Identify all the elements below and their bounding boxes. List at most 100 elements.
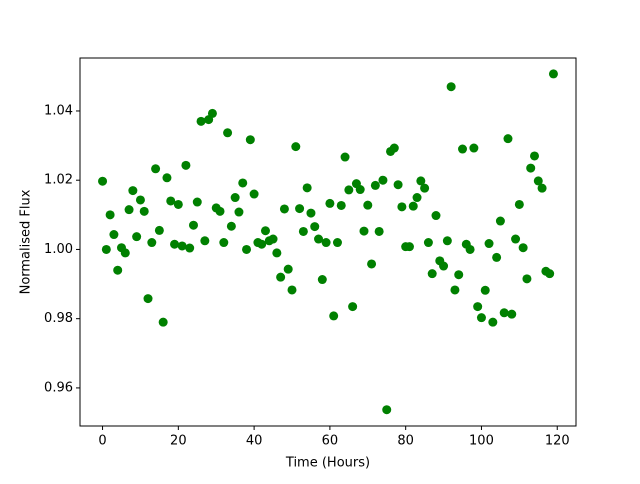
- point: [238, 178, 248, 188]
- point: [499, 308, 509, 318]
- point: [310, 222, 320, 232]
- point: [154, 225, 164, 235]
- point: [321, 238, 331, 248]
- point: [533, 176, 543, 186]
- point: [257, 239, 267, 249]
- point: [177, 241, 187, 251]
- point: [287, 285, 297, 295]
- point: [158, 317, 168, 327]
- point: [420, 183, 430, 193]
- point: [219, 238, 229, 248]
- point: [454, 270, 464, 280]
- point: [113, 265, 123, 275]
- point: [223, 128, 233, 138]
- point: [545, 269, 555, 279]
- point: [151, 164, 161, 174]
- point: [412, 193, 422, 203]
- y-tick-label: 0.96: [44, 380, 73, 395]
- point: [188, 220, 198, 230]
- x-tick-label: 120: [545, 434, 570, 449]
- point: [200, 236, 210, 246]
- point: [332, 238, 342, 248]
- point: [336, 200, 346, 210]
- point: [522, 274, 532, 284]
- point: [408, 201, 418, 211]
- point: [98, 176, 108, 186]
- point: [196, 116, 206, 126]
- point: [469, 143, 479, 153]
- point: [291, 142, 301, 152]
- point: [476, 313, 486, 323]
- point: [378, 175, 388, 185]
- point: [272, 248, 282, 258]
- point: [484, 239, 494, 249]
- point: [450, 285, 460, 295]
- point: [370, 180, 380, 190]
- point: [442, 236, 452, 246]
- x-tick-label: 40: [246, 434, 263, 449]
- y-tick-label: 1.02: [44, 173, 73, 188]
- point: [234, 207, 244, 217]
- point: [306, 208, 316, 218]
- point: [348, 302, 358, 312]
- point: [518, 243, 528, 253]
- point: [162, 173, 172, 183]
- point: [298, 226, 308, 236]
- point: [279, 204, 289, 214]
- y-axis-label: Normalised Flux: [19, 189, 34, 294]
- point: [458, 144, 468, 154]
- point: [374, 226, 384, 236]
- point: [492, 252, 502, 262]
- point: [101, 244, 111, 254]
- point: [242, 244, 252, 254]
- point: [488, 317, 498, 327]
- point: [344, 185, 354, 195]
- point: [526, 163, 536, 173]
- point: [439, 261, 449, 271]
- point: [317, 275, 327, 285]
- plot-frame: [79, 57, 577, 427]
- point: [397, 202, 407, 212]
- point: [230, 193, 240, 203]
- point: [367, 259, 377, 269]
- point: [173, 199, 183, 209]
- x-axis-label: Time (Hours): [285, 456, 370, 471]
- point: [359, 226, 369, 236]
- point: [170, 239, 180, 249]
- point: [260, 226, 270, 236]
- point: [537, 183, 547, 193]
- point: [427, 269, 437, 279]
- x-tick-label: 100: [469, 434, 494, 449]
- point: [404, 242, 414, 252]
- point: [325, 198, 335, 208]
- point: [302, 183, 312, 193]
- point: [215, 206, 225, 216]
- point: [363, 200, 373, 210]
- point: [128, 186, 138, 196]
- point: [124, 205, 134, 215]
- point: [416, 176, 426, 186]
- point: [143, 294, 153, 304]
- point: [147, 238, 157, 248]
- point: [120, 248, 130, 258]
- point: [207, 108, 217, 118]
- point: [340, 152, 350, 162]
- point: [393, 180, 403, 190]
- point: [548, 69, 558, 79]
- y-tick-label: 1.00: [44, 242, 73, 257]
- point: [465, 244, 475, 254]
- point: [495, 216, 505, 226]
- x-tick-label: 0: [98, 434, 106, 449]
- point: [249, 189, 259, 199]
- point: [446, 82, 456, 92]
- point: [132, 232, 142, 242]
- point: [480, 285, 490, 295]
- point: [226, 221, 236, 231]
- point: [530, 151, 540, 161]
- point: [503, 134, 513, 144]
- point: [314, 234, 324, 244]
- x-tick-label: 20: [170, 434, 187, 449]
- point: [511, 234, 521, 244]
- x-tick-label: 80: [397, 434, 414, 449]
